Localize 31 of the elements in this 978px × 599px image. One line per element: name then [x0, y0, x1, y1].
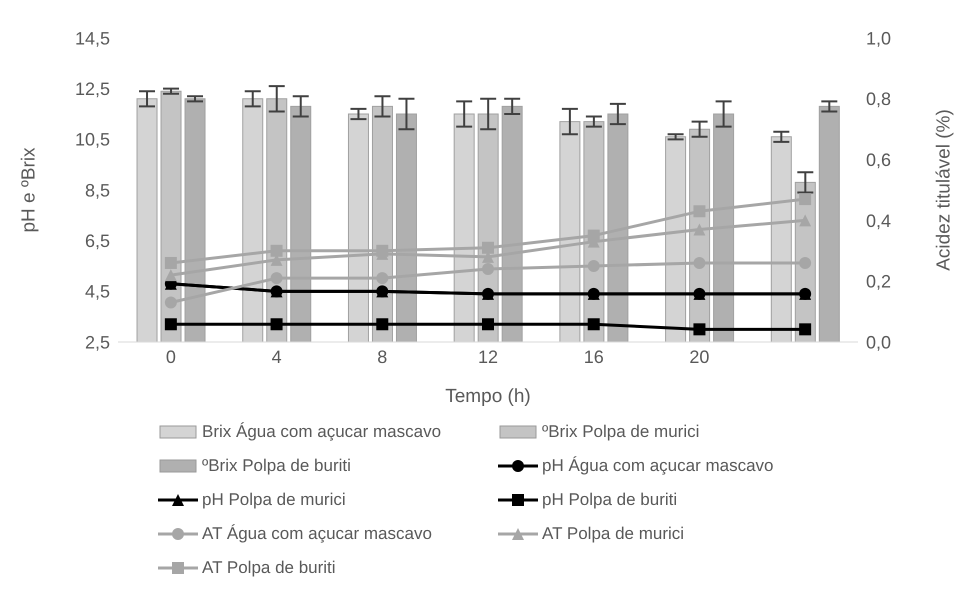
- x-tick-label: 0: [166, 346, 176, 367]
- y2-tick-label: 0,6: [866, 150, 892, 170]
- y-tick-label: 6,5: [84, 231, 110, 252]
- legend-label: Brix Água com açucar mascavo: [202, 422, 442, 442]
- y2-axis-title: Acidez titulável (%): [934, 109, 955, 271]
- y2-tick-label: 0,2: [866, 272, 892, 292]
- x-tick-label: 20: [689, 346, 710, 367]
- x-axis-title: Tempo (h): [445, 386, 531, 407]
- legend-label: pH Polpa de buriti: [542, 490, 678, 510]
- y-tick-label: 2,5: [84, 332, 110, 352]
- y-tick-label: 10,5: [74, 130, 110, 150]
- y-tick-label: 4,5: [84, 282, 110, 302]
- legend-label: ºBrix Polpa de buriti: [202, 456, 351, 476]
- legend-label: AT Água com açucar mascavo: [202, 524, 432, 544]
- y2-tick-label: 0,4: [866, 210, 892, 231]
- legend-label: AT Polpa de buriti: [202, 558, 336, 578]
- y2-tick-label: 0,8: [866, 89, 892, 110]
- y-tick-label: 14,5: [74, 28, 110, 48]
- x-tick-label: 16: [584, 346, 604, 367]
- y-axis-title: pH e ºBrix: [18, 146, 40, 233]
- legend-label: AT Polpa de murici: [542, 524, 684, 544]
- x-tick-label: 12: [478, 346, 498, 367]
- legend-label: pH Água com açucar mascavo: [542, 456, 774, 476]
- legend-label: pH Polpa de murici: [202, 490, 346, 510]
- x-tick-label: 8: [377, 346, 388, 367]
- y2-tick-label: 0,0: [866, 332, 892, 352]
- x-tick-label: 4: [272, 346, 282, 367]
- y-tick-label: 12,5: [74, 79, 110, 100]
- y2-tick-label: 1,0: [866, 28, 892, 48]
- y-tick-label: 8,5: [84, 180, 110, 200]
- legend-label: ºBrix Polpa de murici: [542, 422, 700, 442]
